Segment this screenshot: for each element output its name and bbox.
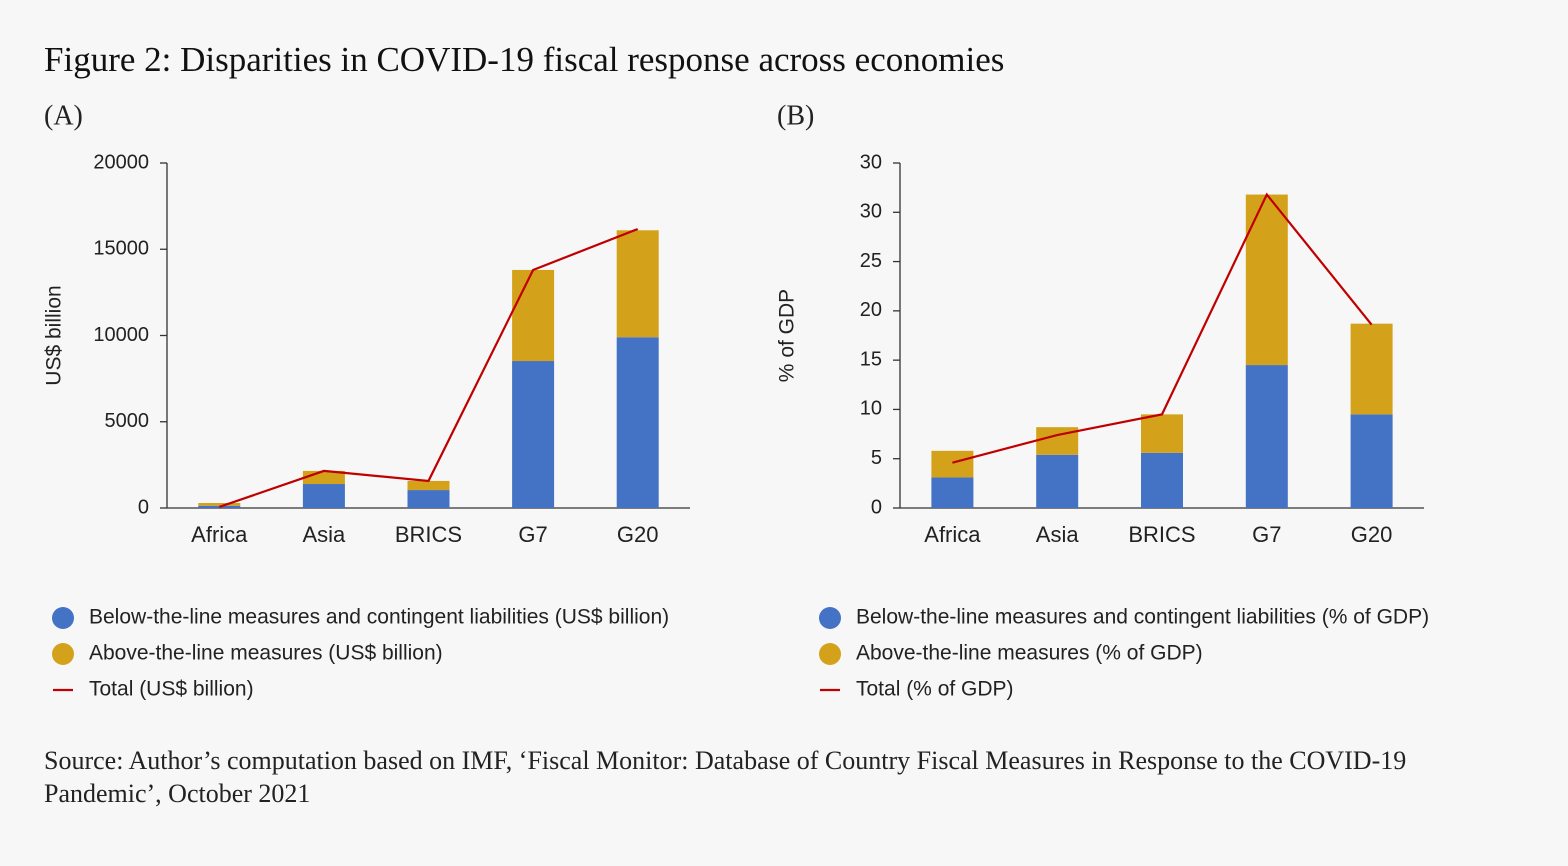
- x-tick-label: BRICS: [395, 522, 462, 547]
- bar-segment: [616, 230, 659, 338]
- y-tick-label: 5000: [105, 410, 150, 432]
- panel-label: (B): [777, 100, 814, 131]
- x-tick-label: G20: [617, 522, 659, 547]
- bar-segment: [198, 502, 241, 506]
- bar-segment: [1036, 454, 1079, 508]
- bar-segment: [931, 477, 974, 508]
- total-line: [952, 192, 1373, 464]
- legend-label: Below-the-line measures and contingent l…: [89, 606, 669, 629]
- bar-segment: [1141, 452, 1183, 508]
- bar-segment: [931, 450, 974, 478]
- legend-swatch: [819, 607, 841, 629]
- y-tick-label: 0: [138, 496, 149, 518]
- y-axis-label: US$ billion: [43, 285, 66, 385]
- x-tick-label: Asia: [1036, 522, 1080, 547]
- x-tick-label: G20: [1351, 522, 1393, 547]
- total-line: [218, 228, 639, 509]
- legend-swatch: [52, 643, 74, 665]
- y-tick-label: 20: [860, 299, 882, 321]
- figure-title: Figure 2: Disparities in COVID-19 fiscal…: [44, 40, 1005, 79]
- source-note: Source: Author’s computation based on IM…: [44, 746, 1407, 808]
- x-tick-label: Africa: [924, 522, 981, 547]
- legend-swatch: [52, 607, 74, 629]
- legend-label: Total (% of GDP): [856, 678, 1014, 701]
- bar-segment: [616, 337, 659, 508]
- legend-label: Above-the-line measures (% of GDP): [856, 642, 1203, 665]
- y-tick-label: 15: [860, 348, 882, 370]
- bar-segment: [512, 361, 555, 508]
- y-tick-label: 20000: [93, 151, 149, 173]
- y-tick-label: 0: [871, 496, 882, 518]
- x-tick-label: Africa: [191, 522, 248, 547]
- y-tick-label: 15000: [93, 238, 149, 260]
- y-tick-label: 30: [860, 151, 882, 173]
- bar-segment: [1245, 365, 1288, 508]
- bar-segment: [1141, 414, 1183, 453]
- legend-swatch: [819, 643, 841, 665]
- y-axis-label: % of GDP: [776, 289, 799, 382]
- bar-segment: [407, 490, 450, 508]
- x-tick-label: BRICS: [1128, 522, 1195, 547]
- x-tick-label: G7: [518, 522, 547, 547]
- x-tick-label: Asia: [303, 522, 347, 547]
- panel-label: (A): [44, 100, 83, 131]
- bar-segment: [1245, 194, 1288, 366]
- x-tick-label: G7: [1252, 522, 1281, 547]
- y-tick-label: 10: [860, 398, 882, 420]
- bar-segment: [407, 480, 450, 491]
- bar-segment: [1350, 323, 1393, 415]
- bar-segment: [512, 269, 555, 362]
- legend-label: Total (US$ billion): [89, 678, 254, 701]
- bar-segment: [1350, 414, 1393, 508]
- y-tick-label: 10000: [93, 324, 149, 346]
- legend-label: Below-the-line measures and contingent l…: [856, 606, 1429, 629]
- y-tick-label: 5: [871, 447, 882, 469]
- y-tick-label: 30: [860, 201, 882, 223]
- legend-label: Above-the-line measures (US$ billion): [89, 642, 443, 665]
- bar-segment: [302, 484, 345, 508]
- y-tick-label: 25: [860, 250, 882, 272]
